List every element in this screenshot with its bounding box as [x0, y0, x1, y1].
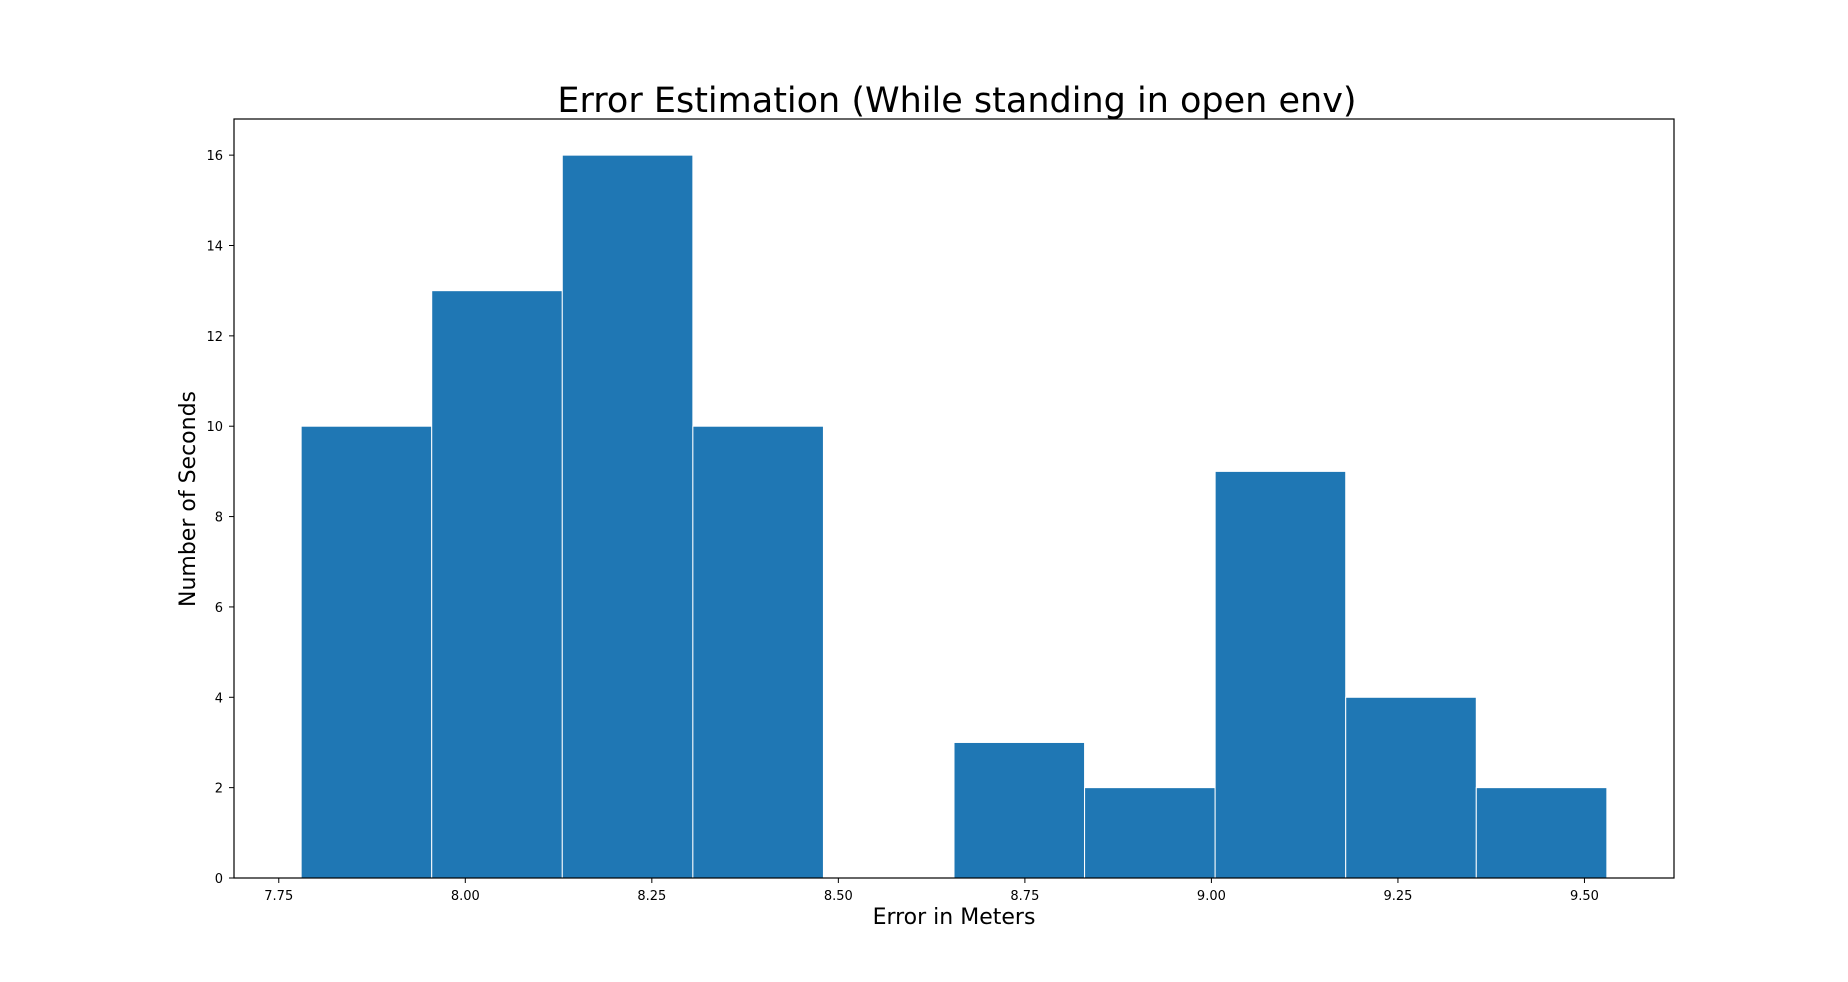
chart-title: Error Estimation (While standing in open… — [557, 81, 1356, 121]
histogram-bar — [1345, 696, 1477, 879]
x-tick-label: 9.00 — [1197, 889, 1226, 904]
x-tick-label: 8.00 — [451, 889, 480, 904]
y-tick-label: 12 — [206, 330, 223, 345]
x-tick-label: 8.75 — [1010, 889, 1039, 904]
x-tick-label: 7.75 — [264, 889, 293, 904]
histogram-bar — [561, 154, 694, 879]
y-tick-label: 8 — [215, 511, 223, 526]
y-tick-label: 10 — [206, 420, 223, 435]
histogram-bar — [300, 425, 433, 879]
plot-frame — [233, 118, 1675, 879]
histogram-bar — [1475, 787, 1608, 879]
y-axis-title: Number of Seconds — [176, 391, 201, 607]
x-tick-label: 9.25 — [1383, 889, 1412, 904]
y-axis: 0 2 4 6 8 10 12 14 16 — [206, 149, 234, 887]
histogram-bar — [953, 741, 1086, 879]
bar-series — [300, 154, 1608, 879]
y-tick-label: 6 — [215, 601, 223, 616]
x-axis-title: Error in Meters — [873, 905, 1036, 930]
x-tick-label: 8.50 — [824, 889, 853, 904]
x-tick-label: 8.25 — [637, 889, 666, 904]
histogram-bar — [1084, 787, 1216, 879]
y-tick-label: 2 — [215, 782, 223, 797]
y-tick-label: 14 — [206, 240, 223, 255]
y-tick-label: 0 — [215, 872, 223, 887]
x-tick-label: 9.50 — [1570, 889, 1599, 904]
plot-area: 7.75 8.00 8.25 8.50 8.75 9.00 9.25 9.50 0 2 4 6 8 10… — [206, 118, 1675, 904]
histogram-bar — [1214, 470, 1347, 879]
histogram-bar — [431, 290, 563, 879]
histogram-bar — [692, 425, 824, 879]
y-tick-label: 16 — [206, 149, 223, 164]
y-tick-label: 4 — [215, 691, 223, 706]
x-axis: 7.75 8.00 8.25 8.50 8.75 9.00 9.25 9.50 — [264, 878, 1599, 904]
